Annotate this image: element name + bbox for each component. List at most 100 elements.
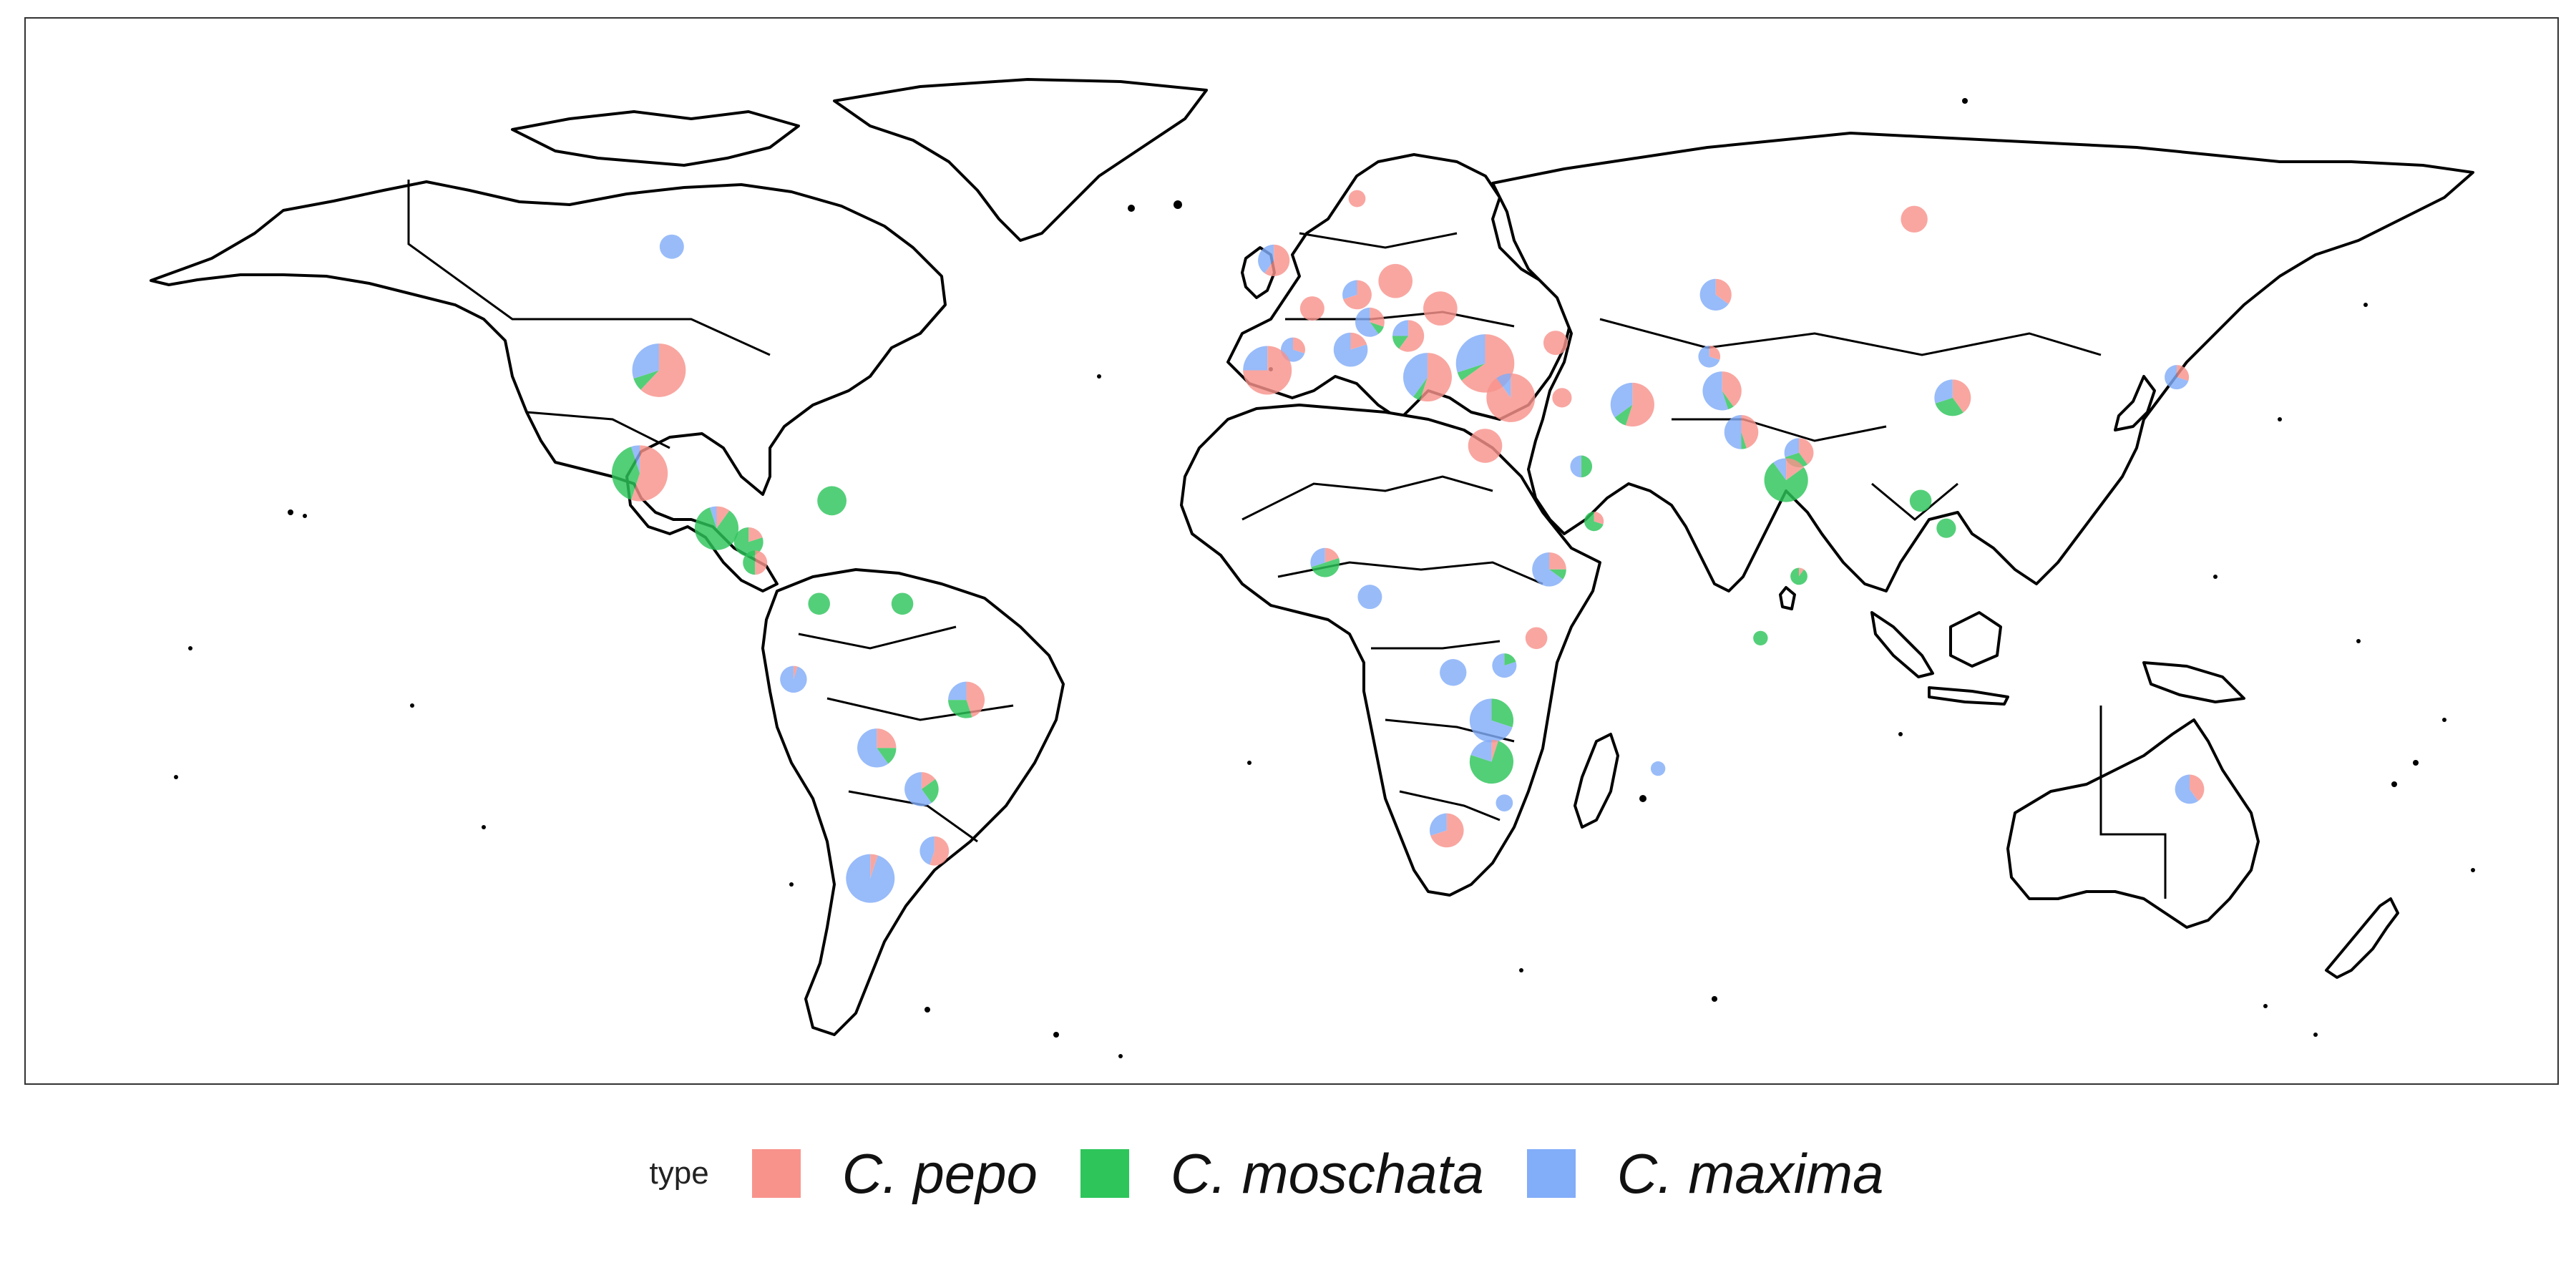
pie-marker [1378, 263, 1413, 298]
pie-slice-maxima [1496, 794, 1513, 811]
pie-marker [1584, 512, 1604, 532]
pie-slice-pepo [1625, 382, 1654, 427]
pie-slice-moschata [1584, 512, 1604, 532]
java-landmass [1928, 686, 2009, 706]
new-guinea-landmass [2142, 661, 2245, 703]
pie-slice-pepo [1350, 332, 1367, 350]
pie-marker [1698, 345, 1721, 368]
pie-marker [1333, 332, 1368, 367]
pie-slice-maxima [1392, 320, 1409, 336]
pie-markers [611, 190, 2205, 903]
pie-slice-maxima [1258, 244, 1274, 273]
pie-slice-moschata [808, 592, 830, 615]
pie-slice-moschata [877, 748, 897, 764]
pie-slice-pepo [1348, 190, 1366, 208]
pie-marker [1492, 653, 1517, 678]
pie-slice-maxima [1650, 761, 1666, 776]
pie-slice-moschata [694, 507, 739, 550]
pie-slice-maxima [659, 234, 684, 259]
pie-slice-moschata [1491, 698, 1514, 728]
pie-slice-pepo [748, 527, 763, 542]
pie-slice-moschata [1370, 322, 1384, 334]
pie-slice-pepo [1594, 512, 1604, 525]
pie-slice-maxima [1243, 346, 1268, 371]
pie-slice-moschata [1753, 630, 1768, 645]
pie-marker [857, 728, 897, 768]
pie-slice-maxima [1355, 307, 1379, 337]
pie-marker [1310, 547, 1340, 577]
pie-slice-moschata [948, 700, 972, 718]
pie-marker [632, 343, 686, 397]
pie-marker [1423, 291, 1458, 326]
pie-slice-pepo [1901, 205, 1928, 233]
pie-slice-maxima [1724, 415, 1742, 449]
sumatra-landmass [1870, 611, 1934, 678]
pie-slice-pepo [1552, 388, 1572, 408]
pie-slice-pepo [2177, 365, 2190, 381]
north-america-landmass [150, 180, 947, 592]
pie-slice-maxima [1357, 585, 1382, 610]
legend-label-moschata: C. moschata [1170, 1141, 1484, 1205]
world-map [150, 78, 2475, 1058]
legend-title: type [649, 1156, 709, 1191]
pie-slice-maxima [919, 836, 935, 865]
pie-marker [1243, 346, 1292, 395]
pie-slice-moschata [1413, 377, 1428, 401]
pie-slice-moschata [891, 592, 914, 615]
pie-slice-pepo [1722, 371, 1742, 407]
pie-slice-pepo [1399, 320, 1425, 352]
pie-slice-maxima [1934, 379, 1953, 404]
pie-slice-pepo [1799, 567, 1805, 577]
pie-slice-moschata [633, 370, 659, 390]
pie-marker [1532, 552, 1566, 587]
pie-slice-pepo [755, 550, 768, 575]
asia-landmass [1491, 132, 2474, 592]
pie-slice-pepo [1715, 278, 1732, 304]
pie-slice-moschata [1504, 653, 1516, 666]
pie-marker [2175, 774, 2205, 804]
madagascar-landmass [1574, 733, 1619, 829]
pie-slice-moschata [1741, 431, 1747, 449]
pie-slice-moschata [743, 550, 756, 575]
pie-marker [1909, 489, 1932, 512]
pie-slice-pepo [1468, 429, 1503, 463]
legend-label-maxima: C. maxima [1616, 1141, 1884, 1205]
pie-marker [1570, 455, 1593, 478]
arctic-islands [511, 110, 800, 167]
pie-slice-pepo [1543, 331, 1568, 356]
pie-slice-maxima [632, 343, 659, 379]
pie-marker [1936, 518, 1956, 538]
legend-item-maxima: C. maxima [1526, 1141, 1884, 1206]
pie-marker [1525, 627, 1548, 650]
pie-slice-pepo [877, 728, 897, 748]
pie-slice-moschata [921, 779, 939, 804]
pie-slice-moschata [1790, 567, 1807, 585]
pie-slice-moschata [1457, 363, 1485, 381]
pie-marker [1355, 307, 1385, 337]
pie-slice-maxima [1492, 653, 1517, 678]
pie-marker [1543, 331, 1568, 356]
pie-slice-pepo [716, 506, 730, 529]
new-zealand-landmass [2325, 897, 2399, 979]
pie-slice-maxima [2165, 365, 2189, 390]
borneo-landmass [1949, 611, 2002, 668]
pie-marker [743, 550, 768, 575]
pie-slice-moschata [1549, 569, 1566, 580]
pie-marker [1650, 761, 1666, 776]
pie-slice-maxima [1402, 353, 1428, 397]
pie-slice-maxima [1440, 659, 1467, 686]
pie-marker [1702, 371, 1742, 411]
legend: type C. pepo C. moschata C. maxima [0, 1131, 2576, 1216]
pie-slice-moschata [1392, 336, 1409, 349]
pie-marker [948, 681, 985, 718]
pie-slice-maxima [1698, 345, 1720, 368]
pie-slice-maxima [1333, 332, 1368, 367]
pie-marker [2165, 365, 2190, 390]
pie-marker [611, 445, 668, 502]
pie-slice-moschata [1764, 462, 1808, 502]
pie-slice-pepo [631, 445, 668, 502]
pie-slice-maxima [904, 772, 932, 806]
legend-item-moschata: C. moschata [1080, 1141, 1484, 1206]
pie-marker [1258, 244, 1290, 277]
pie-slice-moschata [1614, 404, 1633, 426]
